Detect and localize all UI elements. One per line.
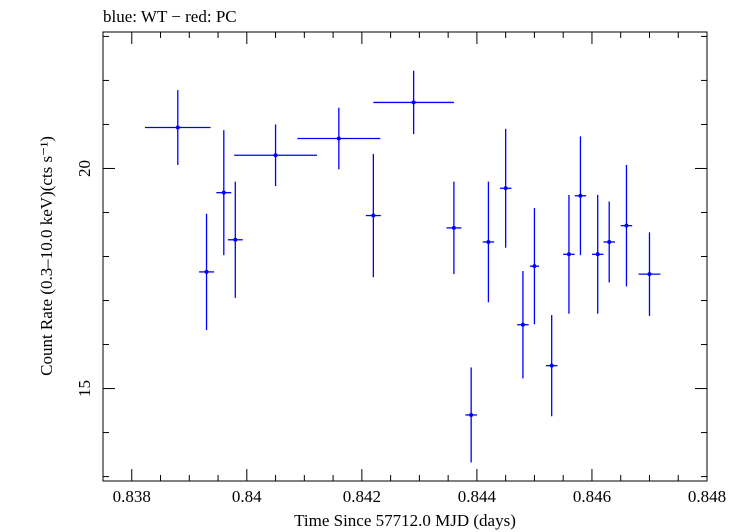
plot-frame <box>102 31 708 482</box>
y-tick-label: 20 <box>75 160 94 177</box>
data-points <box>144 70 661 463</box>
data-point <box>451 225 456 230</box>
x-tick-label: 0.848 <box>688 487 726 506</box>
data-point <box>607 239 612 244</box>
data-point <box>532 264 537 269</box>
y-axis-label: Count Rate (0.3–10.0 keV)(cts s⁻¹) <box>37 136 56 376</box>
x-axis-label: Time Since 57712.0 MJD (days) <box>294 511 516 530</box>
data-point <box>486 239 491 244</box>
data-point <box>221 190 226 195</box>
data-point <box>578 193 583 198</box>
data-point <box>566 252 571 257</box>
data-point <box>371 213 376 218</box>
x-tick-label: 0.84 <box>232 487 262 506</box>
chart-title: blue: WT − red: PC <box>103 7 237 26</box>
data-point <box>204 269 209 274</box>
data-point <box>595 252 600 257</box>
data-point <box>175 125 180 130</box>
x-tick-label: 0.846 <box>573 487 611 506</box>
data-point <box>411 100 416 105</box>
data-point <box>469 412 474 417</box>
axis-ticks <box>102 32 708 481</box>
x-tick-label: 0.844 <box>458 487 497 506</box>
x-tick-label: 0.838 <box>113 487 151 506</box>
data-point <box>233 237 238 242</box>
y-tick-label: 15 <box>75 380 94 397</box>
x-tick-label: 0.842 <box>343 487 381 506</box>
data-point <box>520 322 525 327</box>
axis-tick-labels: 0.838 0.84 0.842 0.844 0.846 0.848 15 20 <box>75 160 726 506</box>
data-point <box>273 153 278 158</box>
data-point <box>647 272 652 277</box>
data-point <box>549 363 554 368</box>
data-point <box>503 186 508 191</box>
data-point <box>336 136 341 141</box>
data-point <box>624 223 629 228</box>
